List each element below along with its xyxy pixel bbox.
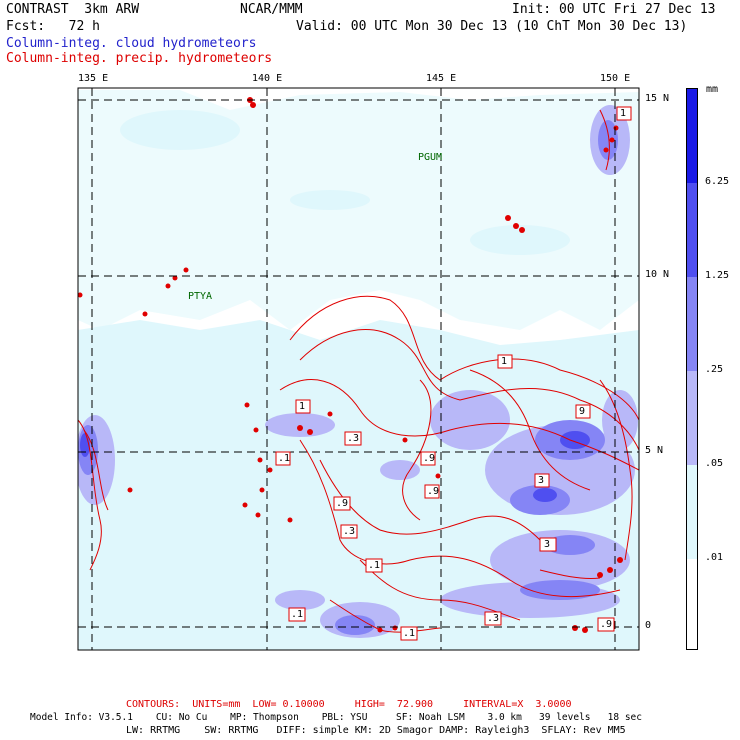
- model-title: CONTRAST 3km ARW: [6, 2, 140, 17]
- colorbar-level: .05: [705, 458, 724, 469]
- contour-label-boxes: [275, 106, 632, 641]
- lat-lon-grid: [78, 88, 639, 650]
- contour-label: .9: [600, 619, 613, 630]
- colorbar-unit: mm: [706, 84, 719, 95]
- contour-label: .1: [368, 560, 381, 571]
- contour-label: .3: [347, 433, 360, 444]
- model-info-line1: Model Info: V3.5.1 CU: No Cu MP: Thompso…: [30, 712, 642, 723]
- colorbar-band: [687, 183, 697, 277]
- contour-label: .3: [487, 613, 500, 624]
- contour-label: 1: [299, 401, 306, 412]
- colorbar-level: 1.25: [705, 270, 730, 281]
- lat-label: 15 N: [645, 93, 670, 104]
- colorbar: [686, 88, 698, 650]
- colorbar-band: [687, 465, 697, 559]
- field-cloud-label: Column-integ. cloud hydrometeors: [6, 36, 257, 51]
- map-frame: [77, 87, 640, 651]
- precip-field: [78, 88, 639, 650]
- contour-label: 1: [501, 356, 508, 367]
- contour-label: .1: [403, 628, 416, 639]
- station-pgum: PGUM: [418, 152, 443, 163]
- colorbar-level: .25: [705, 364, 724, 375]
- contour-label: 1: [620, 108, 627, 119]
- lon-label: 140 E: [252, 73, 283, 84]
- contour-label: .1: [278, 453, 291, 464]
- colorbar-band: [687, 371, 697, 465]
- colorbar-band: [687, 277, 697, 371]
- lat-label: 5 N: [645, 445, 664, 456]
- contour-label: .9: [427, 486, 440, 497]
- contour-label: .3: [343, 526, 356, 537]
- lat-label: 0: [645, 620, 652, 631]
- contour-label: .1: [291, 609, 304, 620]
- contour-label: 3: [544, 539, 551, 550]
- contours-info: CONTOURS: UNITS=mm LOW= 0.10000 HIGH= 72…: [126, 699, 572, 710]
- contour-label: .9: [423, 453, 436, 464]
- lon-label: 150 E: [600, 73, 631, 84]
- model-info-line2: LW: RRTMG SW: RRTMG DIFF: simple KM: 2D …: [126, 725, 626, 736]
- station-ptya: PTYA: [188, 291, 213, 302]
- field-precip-label: Column-integ. precip. hydrometeors: [6, 51, 273, 66]
- lat-label: 10 N: [645, 269, 670, 280]
- org-label: NCAR/MMM: [240, 2, 303, 17]
- colorbar-level: .01: [705, 552, 724, 563]
- contour-label: 9: [579, 406, 586, 417]
- colorbar-level: 6.25: [705, 176, 730, 187]
- contour-label: 3: [538, 475, 545, 486]
- colorbar-band: [687, 89, 697, 183]
- lon-label: 135 E: [78, 73, 109, 84]
- valid-time: Valid: 00 UTC Mon 30 Dec 13 (10 ChT Mon …: [296, 19, 688, 34]
- contour-label: .9: [336, 498, 349, 509]
- colorbar-band: [687, 559, 697, 649]
- init-time: Init: 00 UTC Fri 27 Dec 13: [512, 2, 716, 17]
- forecast-hour: Fcst: 72 h: [6, 19, 100, 34]
- lon-label: 145 E: [426, 73, 457, 84]
